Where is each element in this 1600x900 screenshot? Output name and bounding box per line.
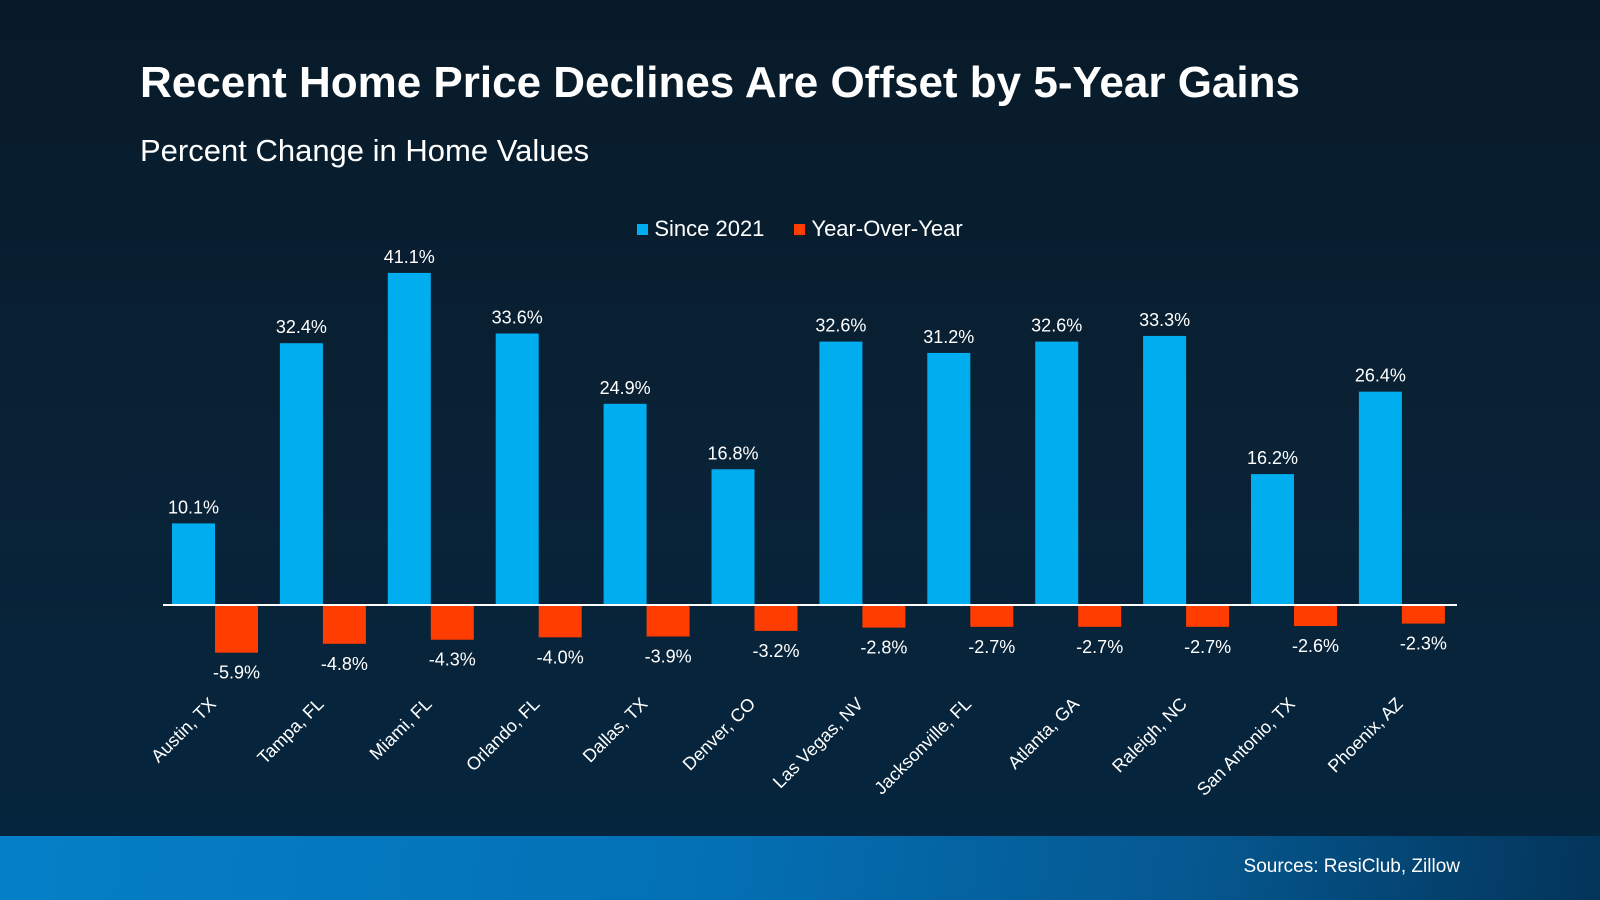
bar-since-2021 (279, 343, 323, 605)
bar-since-2021 (1035, 341, 1079, 605)
x-tick-label: Miami, FL (366, 694, 436, 764)
bar-since-2021 (387, 272, 431, 605)
legend-item-year-over-year: Year-Over-Year (794, 216, 963, 242)
data-label: 10.1% (168, 497, 219, 517)
data-label: 32.6% (815, 316, 866, 336)
data-label: -2.7% (1076, 637, 1123, 657)
bar-year-over-year (754, 605, 798, 631)
data-label: 32.6% (1031, 316, 1082, 336)
bar-year-over-year (1401, 605, 1445, 624)
bar-year-over-year (970, 605, 1014, 627)
bar-year-over-year (1294, 605, 1337, 627)
bar-year-over-year (322, 605, 366, 644)
data-label: 16.8% (707, 443, 758, 463)
legend-swatch-since-2021 (637, 223, 649, 235)
data-label: -2.7% (1184, 637, 1231, 657)
x-tick-label: Phoenix, AZ (1324, 694, 1407, 777)
x-tick-label: Dallas, TX (579, 694, 652, 767)
footer-bar: Sources: ResiClub, Zillow (0, 836, 1600, 900)
bar-year-over-year (862, 605, 906, 628)
chart-subtitle: Percent Change in Home Values (140, 133, 590, 168)
legend-swatch-year-over-year (794, 223, 806, 235)
chart-title: Recent Home Price Declines Are Offset by… (140, 58, 1300, 107)
bar-year-over-year (646, 605, 690, 637)
data-label: -2.8% (860, 638, 907, 658)
data-label: -4.0% (537, 647, 584, 667)
data-label: 33.6% (492, 308, 543, 328)
x-tick-label: San Antonio, TX (1193, 694, 1299, 800)
data-label: -3.9% (645, 647, 692, 667)
bar-since-2021 (172, 523, 215, 605)
x-tick-label: Las Vegas, NV (769, 694, 867, 792)
bar-since-2021 (1251, 474, 1294, 605)
bar-year-over-year (1186, 605, 1230, 627)
x-tick-label: Austin, TX (147, 694, 220, 767)
bar-since-2021 (927, 352, 971, 605)
data-label: -4.3% (429, 650, 476, 670)
bar-since-2021 (819, 341, 863, 605)
x-tick-label: Atlanta, GA (1004, 694, 1083, 773)
x-tick-label: Raleigh, NC (1108, 694, 1191, 777)
data-label: 41.1% (384, 247, 435, 267)
bar-since-2021 (603, 403, 647, 605)
data-label: -4.8% (321, 654, 368, 674)
data-label: 16.2% (1247, 448, 1298, 468)
bar-year-over-year (1078, 605, 1122, 627)
legend-label: Since 2021 (654, 216, 765, 241)
x-tick-label: Denver, CO (679, 694, 760, 775)
sources-text: Sources: ResiClub, Zillow (1243, 856, 1460, 877)
bar-since-2021 (1143, 335, 1187, 605)
legend-item-since-2021: Since 2021 (637, 216, 764, 242)
data-label: 32.4% (276, 317, 327, 337)
legend-label: Year-Over-Year (811, 216, 963, 241)
bar-year-over-year (430, 605, 474, 640)
x-tick-label: Jacksonville, FL (870, 694, 975, 799)
data-label: 26.4% (1355, 366, 1406, 386)
data-label: -3.2% (752, 641, 799, 661)
data-label: -2.3% (1400, 634, 1447, 654)
x-tick-label: Tampa, FL (253, 694, 327, 768)
data-label: 24.9% (600, 378, 651, 398)
data-label: -5.9% (213, 663, 260, 683)
bar-year-over-year (215, 605, 258, 653)
bar-since-2021 (495, 333, 539, 605)
x-tick-label: Orlando, FL (462, 694, 543, 775)
legend: Since 2021 Year-Over-Year (0, 216, 1600, 242)
data-label: 31.2% (923, 327, 974, 347)
data-label: 33.3% (1139, 310, 1190, 330)
data-label: -2.7% (968, 637, 1015, 657)
bar-since-2021 (1358, 391, 1402, 605)
bar-year-over-year (538, 605, 582, 638)
bar-since-2021 (711, 469, 755, 605)
data-label: -2.6% (1292, 636, 1339, 656)
